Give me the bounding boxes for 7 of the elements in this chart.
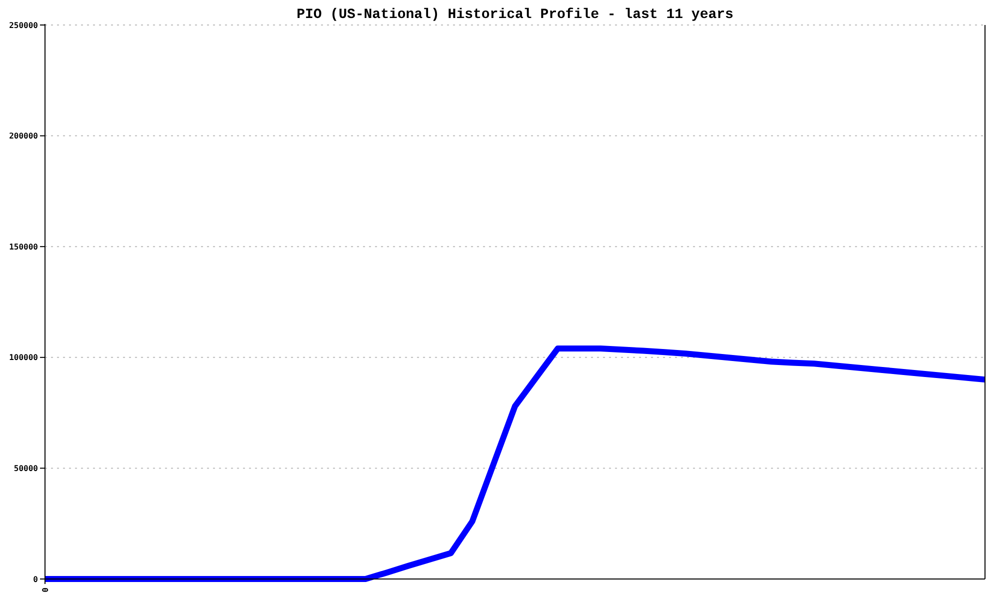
chart-title: PIO (US-National) Historical Profile - last 11 years bbox=[296, 7, 734, 23]
y-tick-label: 250000 bbox=[9, 20, 38, 30]
y-tick-label: 200000 bbox=[9, 132, 38, 141]
y-tick-label: 150000 bbox=[9, 242, 38, 252]
y-tick-label: 100000 bbox=[9, 353, 38, 362]
category-label: 0 bbox=[40, 588, 50, 592]
y-tick-label: 50000 bbox=[14, 464, 38, 473]
